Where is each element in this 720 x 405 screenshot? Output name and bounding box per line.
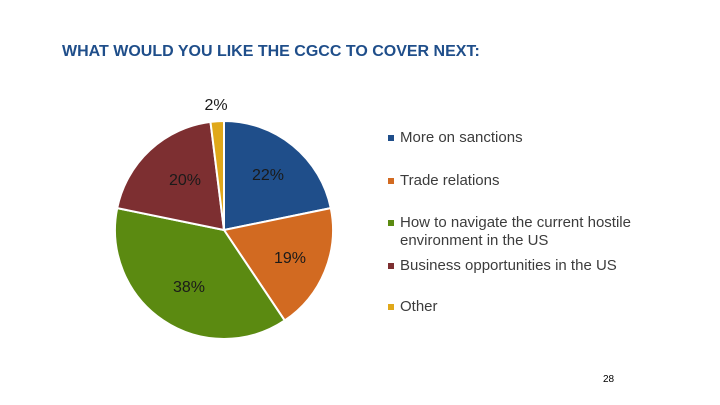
pie-slice [114, 206, 287, 340]
legend-swatch [388, 135, 394, 141]
slice-data-label: 2% [204, 97, 227, 114]
legend-swatch [388, 304, 394, 310]
legend-label: Trade relations [400, 172, 500, 189]
legend-swatch [388, 220, 394, 226]
legend-label: More on sanctions [400, 129, 523, 146]
slice-data-label: 20% [169, 172, 201, 189]
legend-item-trade: Trade relations [388, 172, 670, 190]
pie-slice [223, 119, 332, 232]
legend-label: Business opportunities in the US [400, 257, 617, 274]
pie-slice [209, 119, 225, 231]
page-number: 28 [603, 374, 615, 385]
pie-slice [222, 206, 334, 322]
pie-slice [116, 120, 226, 232]
legend-item-hostile-environment: How to navigate the current hostile envi… [388, 214, 670, 250]
legend-swatch [388, 263, 394, 269]
slice-data-label: 22% [252, 167, 284, 184]
slice-data-label: 19% [274, 250, 306, 267]
slice-data-label: 38% [173, 279, 205, 296]
legend-swatch [388, 178, 394, 184]
chart-title: WHAT WOULD YOU LIKE THE CGCC TO COVER NE… [62, 43, 480, 60]
legend-label: Other [400, 298, 438, 315]
legend-item-business-opportunities: Business opportunities in the US [388, 257, 670, 275]
legend-label: How to navigate the current hostile envi… [400, 214, 631, 249]
legend-item-other: Other [388, 298, 670, 316]
legend-item-sanctions: More on sanctions [388, 129, 670, 147]
